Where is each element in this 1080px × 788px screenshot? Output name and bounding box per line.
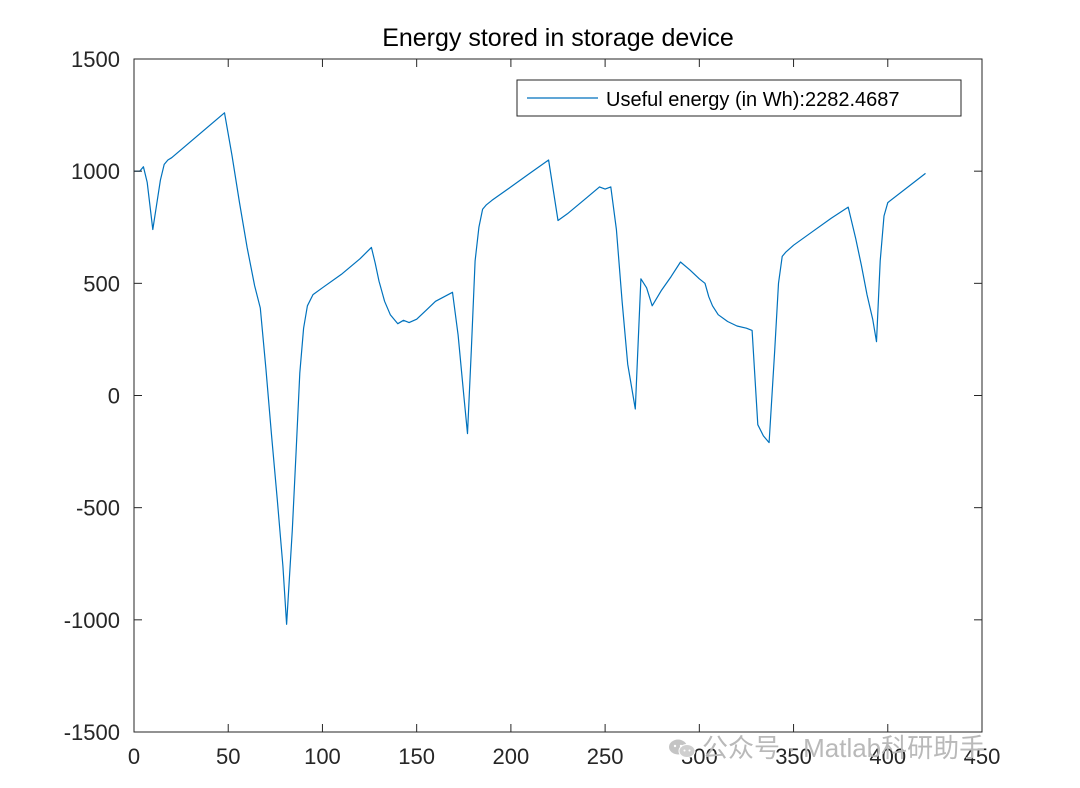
x-tick-label: 350 [775, 744, 812, 769]
y-tick-label: -500 [76, 496, 120, 521]
y-tick-label: -1000 [64, 608, 120, 633]
wechat-icon [669, 739, 696, 758]
x-tick-label: 400 [869, 744, 906, 769]
x-tick-label: 250 [587, 744, 624, 769]
watermark-text: 公众号 · Matlab科研助手 [702, 733, 986, 763]
chart-title: Energy stored in storage device [382, 24, 734, 52]
legend: Useful energy (in Wh):2282.4687 [516, 79, 962, 117]
x-tick-label: 450 [964, 744, 1001, 769]
y-tick-label: 1000 [71, 159, 120, 184]
x-tick-label: 150 [398, 744, 435, 769]
x-tick-label: 200 [493, 744, 530, 769]
series-line-useful-energy [134, 112, 926, 625]
y-tick-label: 0 [108, 384, 120, 409]
x-tick-label: 100 [304, 744, 341, 769]
x-axis-ticks: 0 50 100 150 200 250 300 350 400 450 [128, 59, 1000, 769]
watermark: 公众号 · Matlab科研助手 [668, 728, 985, 765]
plot-area [134, 59, 982, 732]
y-axis-ticks: -1500 -1000 -500 0 500 1000 1500 [64, 47, 982, 745]
y-tick-label: -1500 [64, 720, 120, 745]
x-tick-label: 50 [216, 744, 240, 769]
y-tick-label: 500 [83, 271, 120, 296]
x-tick-label: 0 [128, 744, 140, 769]
series-layer [134, 112, 926, 625]
y-tick-label: 1500 [71, 47, 120, 72]
legend-label-useful-energy: Useful energy (in Wh):2282.4687 [606, 89, 900, 111]
